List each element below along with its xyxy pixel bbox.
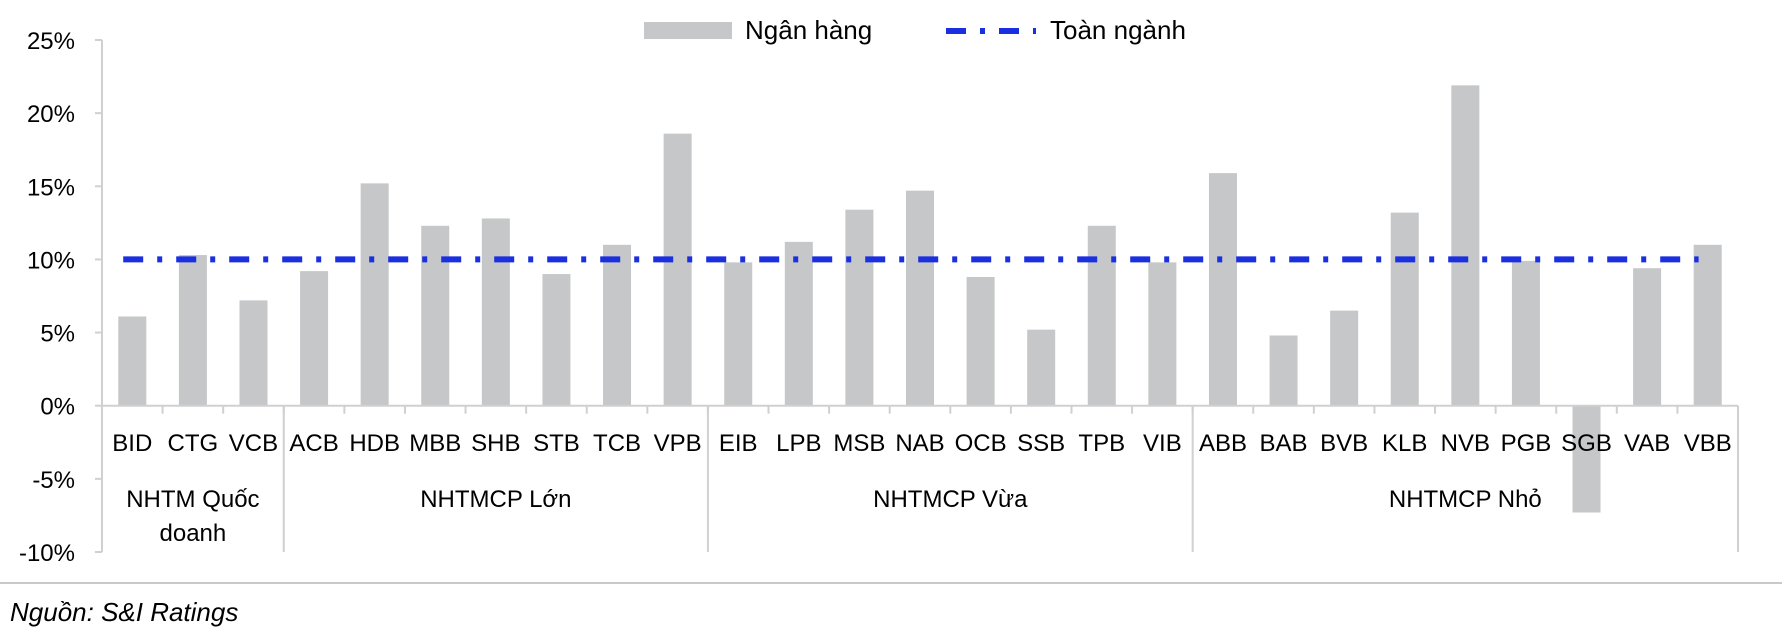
x-tick-label: MBB [409, 430, 461, 457]
axes [101, 404, 1739, 552]
category-groups: NHTM Quốc doanh NHTMCP Lớn NHTMCP Vừa NHTMCP… [126, 486, 1542, 547]
x-tick-label: VCB [229, 430, 278, 457]
y-axis: 25% 20% 15% 10% 5% 0% -5% -10% [19, 28, 103, 567]
y-tick-label: 5% [40, 321, 75, 348]
x-tick-label: VPB [654, 430, 702, 457]
group-label: NHTMCP Lớn [420, 486, 571, 513]
bar-klb [1390, 212, 1419, 406]
x-tick-label: VBB [1684, 430, 1732, 457]
y-tick-label: 0% [40, 394, 75, 421]
bar-nvb [1451, 85, 1480, 406]
x-tick-label: EIB [719, 430, 758, 457]
bar-ssb [1027, 329, 1056, 406]
group-label: doanh [160, 520, 227, 547]
x-tick-label: STB [533, 430, 580, 457]
x-tick-label: HDB [349, 430, 400, 457]
bars [118, 85, 1722, 513]
bar-shb [481, 218, 510, 406]
bottom-rule [0, 582, 1782, 584]
x-tick-label: PGB [1501, 430, 1552, 457]
source-note: Nguồn: S&I Ratings [10, 597, 239, 627]
legend-swatch-bank [644, 22, 732, 39]
legend-label-bank: Ngân hàng [745, 15, 872, 45]
bar-lpb [784, 241, 813, 406]
y-tick-label: 10% [27, 247, 75, 274]
x-tick-label: ACB [289, 430, 338, 457]
bar-bid [118, 316, 147, 406]
x-tick-label: TPB [1078, 430, 1125, 457]
bar-vab [1633, 268, 1662, 406]
x-tick-label: BAB [1260, 430, 1308, 457]
bar-ocb [966, 276, 995, 406]
x-tick-label: ABB [1199, 430, 1247, 457]
bar-vpb [663, 133, 692, 406]
y-tick-label: -10% [19, 540, 75, 567]
group-label: NHTMCP Vừa [873, 486, 1028, 513]
group-label: NHTM Quốc [126, 486, 259, 513]
x-tick-label: VIB [1143, 430, 1182, 457]
x-axis-categories: BID CTG VCB ACB HDB MBB SHB STB TCB VPB EIB LPB MSB N… [112, 430, 1731, 457]
bar-abb [1208, 173, 1237, 406]
y-tick-label: -5% [32, 467, 75, 494]
x-tick-label: SGB [1561, 430, 1612, 457]
bar-nab [906, 190, 934, 406]
bar-mbb [421, 225, 450, 406]
x-tick-label: SHB [471, 430, 520, 457]
bar-ctg [178, 255, 207, 406]
x-tick-label: KLB [1382, 430, 1427, 457]
y-tick-label: 15% [27, 174, 75, 201]
bar-pgb [1511, 260, 1540, 406]
y-tick-label: 20% [27, 101, 75, 128]
bar-hdb [360, 183, 389, 406]
x-tick-label: BVB [1320, 430, 1368, 457]
bar-chart: Ngân hàng Toàn ngành 25% 20% 15% 10% 5% 0% -5%… [19, 15, 1739, 567]
bar-acb [300, 271, 329, 406]
x-tick-label: OCB [955, 430, 1007, 457]
bar-eib [724, 262, 753, 406]
legend-label-industry: Toàn ngành [1050, 15, 1186, 45]
bar-bvb [1330, 310, 1359, 406]
x-tick-label: LPB [776, 430, 821, 457]
x-tick-label: CTG [168, 430, 219, 457]
bar-stb [542, 274, 571, 406]
bar-bab [1269, 335, 1298, 406]
bar-sgb [1572, 405, 1601, 513]
x-tick-label: SSB [1017, 430, 1065, 457]
x-tick-label: BID [112, 430, 152, 457]
bar-vbb [1693, 244, 1722, 406]
bar-vcb [239, 300, 268, 406]
x-tick-label: VAB [1624, 430, 1670, 457]
x-tick-label: NVB [1441, 430, 1490, 457]
group-label: NHTMCP Nhỏ [1389, 486, 1542, 513]
x-tick-label: TCB [593, 430, 641, 457]
bar-vib [1148, 262, 1177, 406]
x-tick-label: NAB [895, 430, 944, 457]
bar-tpb [1087, 225, 1116, 406]
legend: Ngân hàng Toàn ngành [644, 15, 1186, 45]
x-tick-label: MSB [833, 430, 885, 457]
bar-msb [845, 209, 874, 406]
bar-tcb [603, 244, 632, 406]
y-tick-label: 25% [27, 28, 75, 55]
